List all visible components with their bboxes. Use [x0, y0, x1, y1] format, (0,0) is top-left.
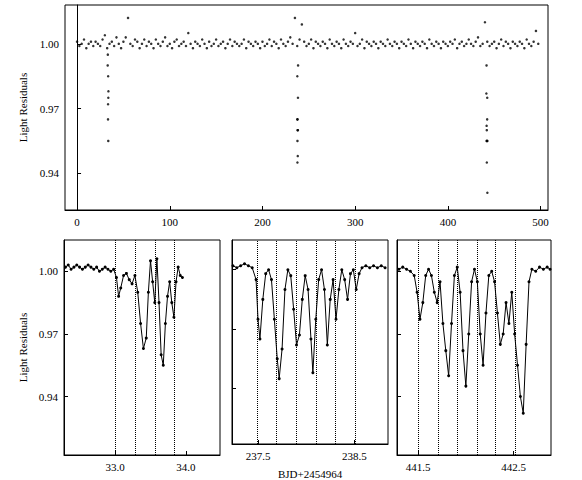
svg-text:400: 400	[440, 216, 457, 228]
svg-text:0.94: 0.94	[40, 167, 60, 179]
svg-text:300: 300	[347, 216, 364, 228]
svg-text:0.97: 0.97	[39, 328, 59, 340]
svg-text:238.5: 238.5	[342, 450, 367, 462]
svg-text:200: 200	[254, 216, 271, 228]
svg-text:0.97: 0.97	[40, 103, 60, 115]
svg-text:Light Residuals: Light Residuals	[17, 73, 29, 142]
svg-text:442.5: 442.5	[501, 461, 526, 473]
svg-text:0.94: 0.94	[39, 391, 59, 403]
svg-text:500: 500	[532, 216, 549, 228]
svg-text:441.5: 441.5	[406, 461, 431, 473]
svg-text:33.0: 33.0	[105, 461, 125, 473]
svg-text:Light Residuals: Light Residuals	[17, 313, 29, 382]
svg-text:0: 0	[74, 216, 80, 228]
svg-text:34.0: 34.0	[176, 461, 196, 473]
svg-text:237.5: 237.5	[246, 450, 271, 462]
svg-text:1.00: 1.00	[39, 265, 59, 277]
svg-text:BJD+2454964: BJD+2454964	[278, 468, 343, 480]
svg-text:1.00: 1.00	[40, 38, 60, 50]
svg-text:100: 100	[162, 216, 179, 228]
